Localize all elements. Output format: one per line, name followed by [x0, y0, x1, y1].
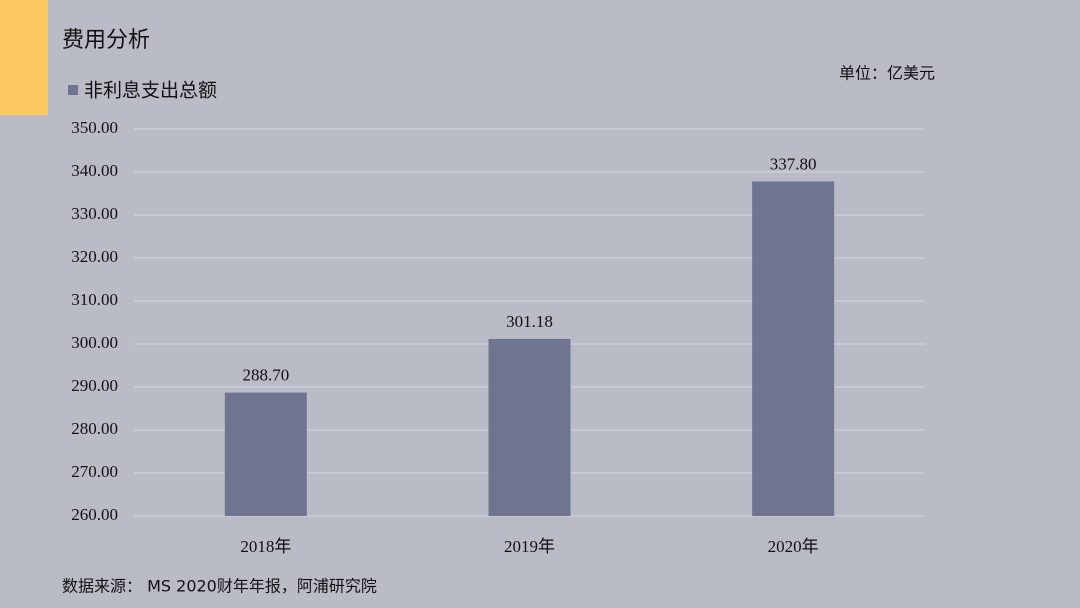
y-tick-label: 320.00	[71, 247, 118, 266]
x-tick-label: 2018年	[240, 537, 291, 556]
chart-title: 费用分析	[62, 28, 150, 53]
source-note: 数据来源： MS 2020财年年报，阿浦研究院	[62, 577, 377, 596]
unit-label: 单位：亿美元	[839, 64, 935, 83]
value-label: 301.18	[506, 312, 553, 331]
legend-label: 非利息支出总额	[84, 80, 217, 102]
bar	[752, 181, 835, 516]
accent-block	[0, 0, 48, 115]
y-tick-label: 270.00	[71, 462, 118, 481]
y-tick-label: 300.00	[71, 333, 118, 352]
y-tick-label: 260.00	[71, 505, 118, 524]
legend-swatch	[68, 85, 78, 95]
x-tick-label: 2019年	[504, 537, 555, 556]
x-tick-label: 2020年	[768, 537, 819, 556]
y-tick-label: 330.00	[71, 204, 118, 223]
bar	[224, 392, 307, 516]
y-tick-label: 340.00	[71, 161, 118, 180]
value-label: 288.70	[242, 365, 289, 384]
value-label: 337.80	[770, 154, 817, 173]
y-tick-label: 290.00	[71, 376, 118, 395]
y-tick-label: 310.00	[71, 290, 118, 309]
y-tick-label: 350.00	[71, 118, 118, 137]
bar	[488, 338, 571, 516]
y-tick-label: 280.00	[71, 419, 118, 438]
